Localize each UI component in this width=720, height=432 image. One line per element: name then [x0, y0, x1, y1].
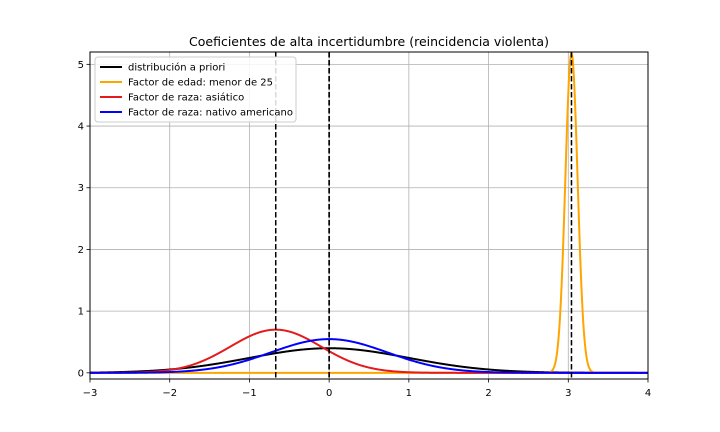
vertical-lines — [274, 52, 573, 379]
x-tick-label: −1 — [242, 388, 257, 399]
plot-frame — [89, 51, 649, 380]
x-tick-label: −2 — [162, 388, 177, 399]
x-tick-label: 2 — [485, 388, 491, 399]
chart-title: Coeficientes de alta incertidumbre (rein… — [189, 34, 549, 49]
x-tick-label: −3 — [83, 388, 98, 399]
y-tick-label: 5 — [78, 60, 84, 71]
y-tick-label: 3 — [78, 183, 84, 194]
legend-label: distribución a priori — [128, 62, 225, 74]
series-line-4 — [90, 338, 648, 374]
series-layer — [90, 52, 648, 374]
series-line-2 — [90, 52, 648, 374]
x-tick-label: 1 — [406, 388, 412, 399]
y-axis: 0 1 2 3 4 5 — [78, 60, 90, 379]
x-tick-label: 4 — [645, 388, 651, 399]
legend: distribución a priori Factor de edad: men… — [94, 56, 297, 123]
y-tick-label: 2 — [78, 245, 84, 256]
legend-label: Factor de raza: asiático — [128, 92, 244, 104]
y-tick-label: 4 — [78, 122, 84, 133]
y-tick-label: 0 — [78, 368, 84, 379]
y-tick-label: 1 — [78, 307, 84, 318]
legend-label: Factor de raza: nativo americano — [128, 108, 293, 119]
legend-box — [94, 56, 297, 123]
x-tick-label: 3 — [565, 388, 571, 399]
x-axis: −3 −2 −1 0 1 2 3 4 — [83, 379, 651, 399]
legend-label: Factor de edad: menor de 25 — [128, 78, 273, 89]
x-tick-label: 0 — [326, 388, 332, 399]
